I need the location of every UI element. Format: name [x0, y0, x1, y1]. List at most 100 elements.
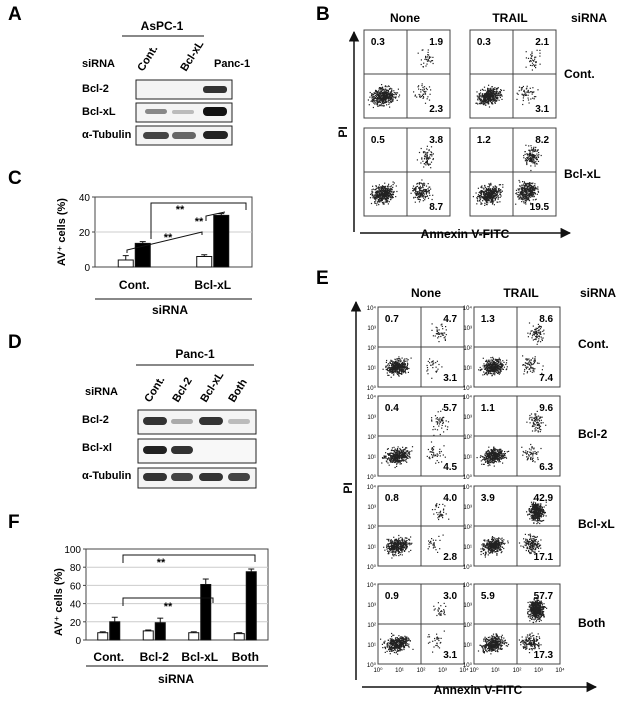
event-dot: [372, 195, 373, 196]
event-dot: [422, 196, 423, 197]
event-dot: [484, 460, 485, 461]
event-dot: [494, 372, 495, 373]
event-dot: [489, 185, 490, 186]
event-dot: [484, 205, 485, 206]
event-dot: [540, 426, 541, 427]
event-dot: [431, 60, 432, 61]
event-dot: [395, 371, 396, 372]
event-dot: [441, 428, 442, 429]
event-dot: [425, 94, 426, 95]
event-dot: [532, 55, 533, 56]
event-dot: [494, 196, 495, 197]
event-dot: [430, 167, 431, 168]
event-dot: [399, 460, 400, 461]
event-dot: [487, 371, 488, 372]
event-dot: [403, 360, 404, 361]
event-dot: [491, 368, 492, 369]
event-dot: [535, 336, 536, 337]
event-dot: [535, 414, 536, 415]
event-dot: [483, 198, 484, 199]
event-dot: [517, 194, 518, 195]
event-dot: [408, 368, 409, 369]
event-dot: [379, 101, 380, 102]
event-dot: [433, 153, 434, 154]
event-dot: [410, 536, 411, 537]
event-dot: [520, 192, 521, 193]
event-dot: [537, 424, 538, 425]
event-dot: [493, 200, 494, 201]
event-dot: [533, 61, 534, 62]
event-dot: [424, 183, 425, 184]
event-dot: [433, 363, 434, 364]
event-dot: [433, 335, 434, 336]
event-dot: [398, 375, 399, 376]
event-dot: [489, 197, 490, 198]
event-dot: [534, 339, 535, 340]
event-dot: [481, 460, 482, 461]
event-dot: [383, 369, 384, 370]
event-dot: [396, 191, 397, 192]
event-dot: [500, 194, 501, 195]
event-dot: [388, 92, 389, 93]
event-dot: [524, 198, 525, 199]
event-dot: [438, 462, 439, 463]
event-dot: [530, 158, 531, 159]
event-dot: [397, 100, 398, 101]
event-dot: [480, 92, 481, 93]
event-dot: [433, 449, 434, 450]
event-dot: [489, 452, 490, 453]
event-dot: [402, 538, 403, 539]
event-dot: [374, 104, 375, 105]
event-dot: [526, 456, 527, 457]
panel-d-blot-label-tubulin: α-Tubulin: [82, 470, 132, 482]
event-dot: [377, 106, 378, 107]
event-dot: [494, 369, 495, 370]
event-dot: [447, 426, 448, 427]
event-dot: [533, 339, 534, 340]
event-dot: [490, 98, 491, 99]
event-dot: [492, 368, 493, 369]
event-dot: [424, 91, 425, 92]
event-dot: [430, 151, 431, 152]
event-dot: [386, 104, 387, 105]
event-dot: [400, 455, 401, 456]
event-dot: [430, 154, 431, 155]
event-dot: [522, 87, 523, 88]
event-dot: [429, 158, 430, 159]
event-dot: [500, 453, 501, 454]
event-dot: [535, 65, 536, 66]
event-dot: [385, 86, 386, 87]
event-dot: [393, 555, 394, 556]
event-dot: [539, 424, 540, 425]
event-dot: [431, 330, 432, 331]
event-dot: [530, 422, 531, 423]
event-dot: [391, 189, 392, 190]
event-dot: [483, 358, 484, 359]
event-dot: [421, 157, 422, 158]
event-dot: [530, 88, 531, 89]
quadrant-lower-right-value: 2.3: [429, 104, 443, 115]
event-dot: [405, 372, 406, 373]
event-dot: [526, 363, 527, 364]
event-dot: [494, 454, 495, 455]
event-dot: [445, 339, 446, 340]
event-dot: [481, 369, 482, 370]
event-dot: [534, 368, 535, 369]
event-dot: [535, 149, 536, 150]
event-dot: [498, 454, 499, 455]
band: [199, 473, 223, 481]
event-dot: [540, 334, 541, 335]
y-log-tick-label: 10⁰: [367, 385, 377, 392]
event-dot: [529, 360, 530, 361]
event-dot: [411, 544, 412, 545]
event-dot: [407, 367, 408, 368]
band: [203, 86, 227, 93]
event-dot: [403, 372, 404, 373]
event-dot: [477, 103, 478, 104]
panel-e-row-bclxl: Bcl-xL: [578, 517, 615, 531]
event-dot: [525, 185, 526, 186]
event-dot: [538, 154, 539, 155]
event-dot: [431, 417, 432, 418]
event-dot: [495, 453, 496, 454]
event-dot: [433, 63, 434, 64]
